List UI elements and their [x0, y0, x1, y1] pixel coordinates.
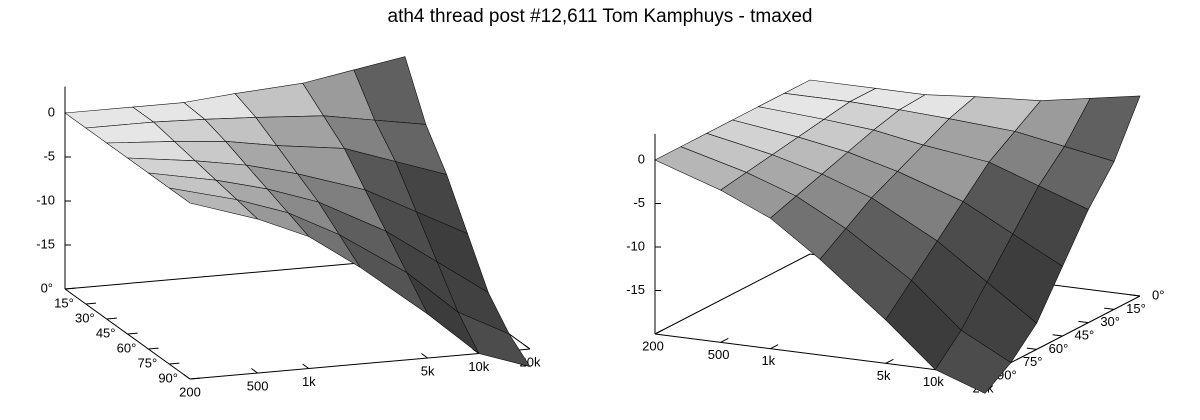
z-tick-label: 0 — [638, 151, 645, 166]
y-tick-label: 15° — [54, 295, 74, 310]
surface-patch — [934, 329, 1012, 394]
y-tick — [1130, 294, 1141, 297]
y-tick — [64, 287, 76, 290]
y-tick — [85, 302, 97, 305]
y-tick — [106, 317, 117, 320]
x-tick — [183, 374, 191, 380]
y-tick-label: 45° — [96, 325, 116, 340]
y-tick-label: 60° — [117, 340, 137, 355]
base-edge — [64, 258, 406, 290]
y-tick — [1026, 347, 1037, 350]
x-tick — [654, 329, 663, 335]
x-tick-label: 500 — [247, 378, 269, 393]
y-tick-label: 75° — [1023, 354, 1043, 369]
x-tick-label: 10k — [468, 359, 489, 374]
x-tick — [720, 337, 729, 343]
title: ath4 thread post #12,611 Tom Kamphuys - … — [388, 6, 813, 27]
z-tick-label: 0 — [48, 104, 55, 119]
y-tick — [148, 347, 159, 350]
x-tick — [885, 358, 894, 364]
base-edge — [654, 333, 986, 377]
y-tick-label: 45° — [1075, 327, 1095, 342]
x-tick-label: 200 — [642, 338, 664, 353]
base-edge — [654, 253, 811, 335]
y-tick — [1052, 334, 1063, 337]
surface-patch — [168, 187, 259, 220]
x-tick-label: 1k — [761, 353, 775, 368]
x-tick — [770, 344, 779, 350]
y-tick-label: 0° — [41, 280, 53, 295]
x-tick-label: 1k — [302, 374, 316, 389]
x-tick — [251, 368, 258, 374]
y-tick — [127, 332, 138, 335]
y-tick — [1104, 307, 1115, 310]
x-tick-label: 10k — [923, 374, 944, 389]
base-edge — [189, 348, 531, 380]
y-tick-label: 15° — [1126, 301, 1146, 316]
y-tick — [1078, 320, 1089, 324]
x-tick-label: 5k — [421, 363, 435, 378]
z-tick-label: -10 — [626, 238, 645, 253]
z-tick-label: -5 — [43, 148, 55, 163]
x-tick-label: 200 — [179, 384, 201, 399]
y-tick-label: 0° — [1152, 287, 1164, 302]
z-tick-label: -10 — [36, 192, 55, 207]
y-tick-label: 60° — [1049, 341, 1069, 356]
z-tick-label: -15 — [626, 282, 645, 297]
z-tick-label: -15 — [36, 236, 55, 251]
x-tick — [421, 353, 428, 359]
y-tick — [189, 377, 201, 380]
y-tick — [169, 362, 180, 365]
z-tick-label: -5 — [633, 195, 645, 210]
x-tick-label: 5k — [877, 368, 891, 383]
x-tick — [523, 344, 531, 350]
y-tick-label: 75° — [137, 355, 157, 370]
x-tick-label: 500 — [708, 347, 730, 362]
x-tick — [302, 363, 310, 369]
y-tick-label: 90° — [158, 370, 178, 385]
y-tick-label: 30° — [75, 310, 95, 325]
y-tick-label: 30° — [1100, 314, 1120, 329]
